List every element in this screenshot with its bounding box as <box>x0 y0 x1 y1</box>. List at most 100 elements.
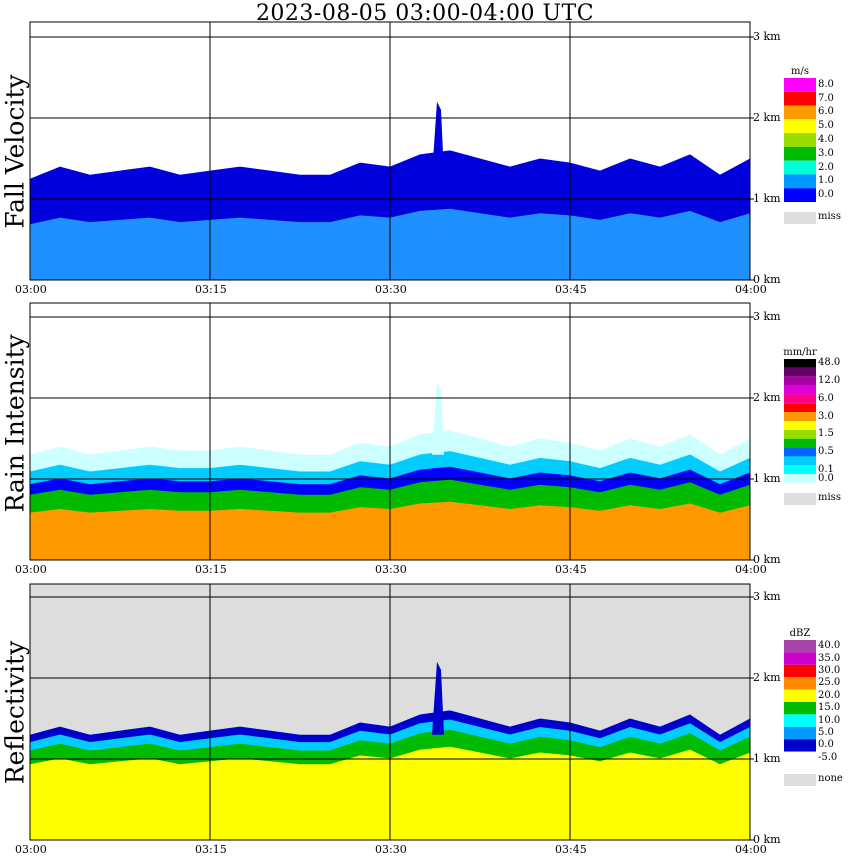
colorbar-cell <box>784 119 816 134</box>
y-tick-label: 3 km <box>753 30 781 43</box>
colorbar-label: 1.5 <box>818 428 834 440</box>
y-tick-label: 2 km <box>753 391 781 404</box>
y-tick-label: 1 km <box>753 192 781 205</box>
colorbar-missing-swatch <box>784 774 816 786</box>
colorbar-unit: mm/hr <box>783 347 817 358</box>
x-tick-label: 03:45 <box>555 563 587 576</box>
convective-spike <box>432 101 444 175</box>
colorbar-label: 10.0 <box>818 714 841 726</box>
colorbar-missing-label: miss <box>818 492 841 503</box>
colorbar-cell <box>784 652 816 665</box>
colorbar-label: 15.0 <box>818 702 841 714</box>
colorbar-cell <box>784 394 816 404</box>
x-tick-label: 03:00 <box>15 283 47 296</box>
colorbar-label: 6.0 <box>818 106 834 118</box>
panel-label: Reflectivity <box>0 640 30 785</box>
colorbar-cell <box>784 133 816 147</box>
colorbar-cell <box>784 447 816 457</box>
colorbar-cell <box>784 421 816 430</box>
x-tick-label: 03:00 <box>15 843 47 856</box>
colorbar-missing-swatch <box>784 212 816 224</box>
colorbar-cell <box>784 438 816 448</box>
x-tick-label: 03:15 <box>195 563 227 576</box>
x-tick-label: 04:00 <box>735 283 767 296</box>
colorbar-cell <box>784 677 816 690</box>
colorbar-cell <box>784 429 816 439</box>
colorbar-cell <box>784 465 816 475</box>
colorbar-cell <box>784 739 816 752</box>
x-tick-label: 03:45 <box>555 283 587 296</box>
colorbar-label: 0.0 <box>818 189 834 201</box>
colorbar-label: 7.0 <box>818 92 834 104</box>
colorbar-cell <box>784 160 816 175</box>
panel-frame <box>29 302 751 561</box>
colorbar-label: 48.0 <box>818 357 841 369</box>
y-tick-label: 3 km <box>753 310 781 323</box>
colorbar-label: 40.0 <box>818 640 841 652</box>
colorbar-cell <box>784 174 816 189</box>
colorbar-label: 2.0 <box>818 161 834 173</box>
colorbar-missing-swatch <box>784 493 816 505</box>
colorbar-cell <box>784 403 816 413</box>
x-tick-label: 04:00 <box>735 563 767 576</box>
colorbar-cell <box>784 474 816 483</box>
colorbar-label: 0.0 <box>818 472 834 484</box>
y-tick-label: 0 km <box>753 273 781 286</box>
x-tick-label: 03:30 <box>375 283 407 296</box>
panel-frame <box>29 583 751 841</box>
colorbar-cell <box>784 640 816 653</box>
colorbar-label: 8.0 <box>818 78 834 90</box>
panel-label: Fall Velocity <box>0 74 30 229</box>
colorbar-label: 30.0 <box>818 665 841 676</box>
colorbar-label: 25.0 <box>818 677 841 689</box>
colorbar-cell <box>784 359 816 368</box>
y-tick-label: 0 km <box>753 833 781 846</box>
colorbar-label: 1.0 <box>818 175 834 187</box>
colorbar-label: -5.0 <box>818 751 838 763</box>
colorbar-cell <box>784 456 816 466</box>
colorbar-label: 3.0 <box>818 410 834 422</box>
colorbar-cell <box>784 702 816 715</box>
colorbar-cell <box>784 78 816 92</box>
colorbar-cell <box>784 91 816 106</box>
colorbar-label: 6.0 <box>818 392 834 404</box>
colorbar-label: 0.1 <box>818 463 834 475</box>
colorbar-label: 4.0 <box>818 134 834 145</box>
colorbar-cell <box>784 664 816 678</box>
x-tick-label: 03:30 <box>375 843 407 856</box>
x-tick-label: 03:45 <box>555 843 587 856</box>
colorbar-cell <box>784 751 816 764</box>
colorbar-missing-label: miss <box>818 211 841 222</box>
colorbar-label: 12.0 <box>818 375 841 387</box>
x-tick-label: 03:15 <box>195 283 227 296</box>
colorbar-cell <box>784 105 816 120</box>
colorbar-label: 3.0 <box>818 147 834 159</box>
panel-frame <box>29 21 751 281</box>
colorbar-label: 0.0 <box>818 739 834 751</box>
colorbar-cell <box>784 726 816 740</box>
colorbar-cell <box>784 412 816 421</box>
y-tick-label: 0 km <box>753 553 781 566</box>
x-tick-label: 03:15 <box>195 843 227 856</box>
colorbar-cell <box>784 188 816 202</box>
colorbar-unit: dBZ <box>789 628 811 639</box>
convective-spike <box>432 381 444 455</box>
colorbar-cell <box>784 367 816 377</box>
colorbar-label: 35.0 <box>818 652 841 664</box>
y-tick-label: 2 km <box>753 671 781 684</box>
y-tick-label: 1 km <box>753 472 781 485</box>
convective-spike <box>432 661 444 735</box>
colorbar-cell <box>784 376 816 386</box>
colorbar-cell <box>784 714 816 727</box>
y-tick-label: 2 km <box>753 111 781 124</box>
panel-label: Rain Intensity <box>0 333 30 512</box>
colorbar-cell <box>784 385 816 395</box>
colorbar-missing-label: none <box>818 773 843 784</box>
x-tick-label: 03:30 <box>375 563 407 576</box>
colorbar-unit: m/s <box>791 66 809 77</box>
colorbar-label: 20.0 <box>818 689 841 701</box>
x-tick-label: 04:00 <box>735 843 767 856</box>
y-tick-label: 3 km <box>753 590 781 603</box>
colorbar-label: 5.0 <box>818 120 834 132</box>
